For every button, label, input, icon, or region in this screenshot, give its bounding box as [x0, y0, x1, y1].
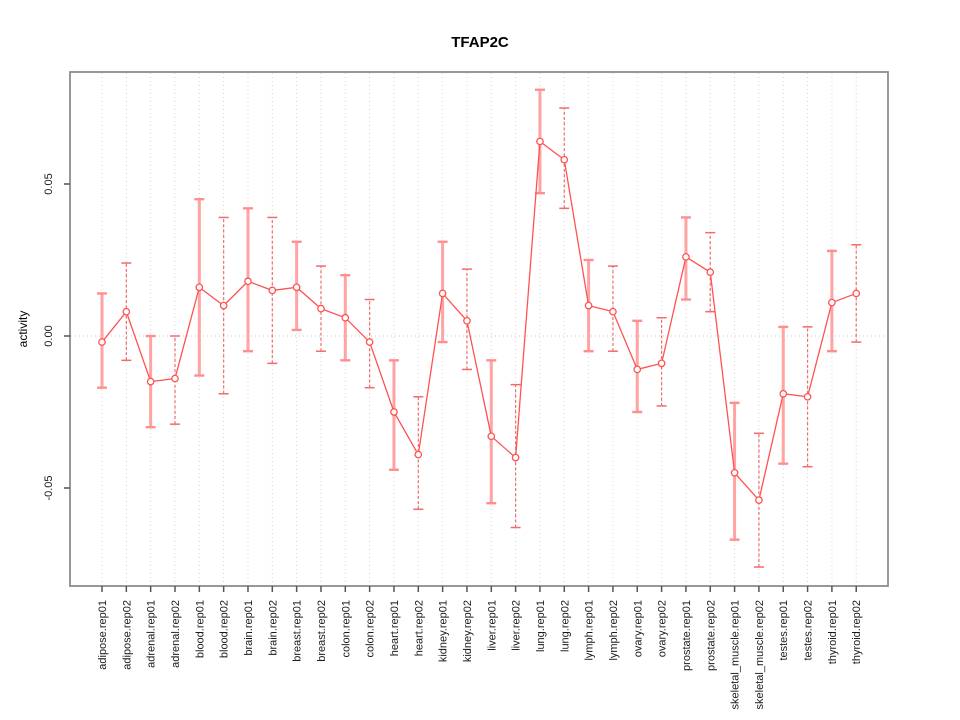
x-tick-label: adipose.rep01 [97, 600, 109, 670]
data-point [98, 338, 106, 346]
x-tick-label: breast.rep01 [292, 600, 304, 662]
x-tick-label: prostate.rep01 [681, 600, 693, 671]
x-tick-label: prostate.rep02 [705, 600, 717, 671]
data-point [779, 389, 788, 398]
data-point [852, 289, 861, 298]
x-tick-label: heart.rep01 [389, 600, 401, 656]
x-tick-label: brain.rep01 [243, 600, 255, 656]
data-point [341, 313, 350, 322]
x-tick-label: lung.rep02 [559, 600, 571, 652]
data-point [122, 307, 131, 316]
x-tick-label: ovary.rep02 [657, 600, 669, 657]
data-point [803, 392, 812, 401]
x-tick-label: blood.rep01 [194, 600, 206, 658]
x-tick-label: ovary.rep01 [632, 600, 644, 657]
data-point [171, 374, 179, 383]
x-tick-label: lymph.rep01 [584, 600, 596, 661]
x-tick-label: testes.rep01 [778, 600, 790, 661]
data-point [146, 377, 155, 386]
data-point [292, 283, 301, 292]
data-point [828, 298, 836, 307]
data-point [682, 253, 690, 261]
plot-border [69, 71, 889, 587]
y-tick-label: 0.00 [43, 325, 55, 346]
data-point [219, 301, 228, 310]
x-tick-label: lymph.rep02 [608, 600, 620, 661]
data-point [584, 301, 593, 310]
data-point [390, 408, 398, 416]
data-point [365, 338, 374, 346]
data-point [609, 307, 617, 316]
x-tick-label: adipose.rep02 [121, 600, 133, 670]
data-point [706, 268, 715, 277]
y-tick-label: -0.05 [43, 475, 55, 500]
x-tick-label: thyroid.rep01 [827, 600, 839, 664]
x-tick-label: kidney.rep02 [462, 600, 474, 662]
data-point [560, 155, 569, 164]
data-point [657, 359, 666, 368]
y-axis-label: activity [16, 311, 30, 348]
x-tick-label: thyroid.rep02 [851, 600, 863, 664]
x-tick-label: liver.rep02 [511, 600, 523, 651]
x-tick-label: testes.rep02 [803, 600, 815, 661]
x-tick-label: heart.rep02 [413, 600, 425, 656]
data-point [414, 450, 423, 459]
data-point [730, 468, 739, 477]
x-tick-label: blood.rep02 [219, 600, 231, 658]
y-tick-label: 0.05 [43, 173, 55, 194]
x-tick-label: colon.rep01 [340, 600, 352, 658]
x-tick-label: adrenal.rep02 [170, 600, 182, 668]
data-point [244, 277, 252, 286]
data-point [755, 496, 763, 505]
data-point [438, 289, 447, 298]
x-tick-label: lung.rep01 [535, 600, 547, 652]
data-point [487, 432, 496, 441]
chart-title: TFAP2C [451, 34, 509, 51]
data-point [633, 365, 642, 374]
data-point [536, 137, 544, 146]
x-tick-label: skeletal_muscle.rep02 [754, 600, 766, 709]
data-point [195, 283, 204, 292]
x-tick-label: brain.rep02 [267, 600, 279, 656]
data-point [463, 316, 471, 325]
series-line [101, 140, 857, 502]
data-point [317, 304, 325, 313]
plot-area: -0.05 0.00 0.05 adipose.rep01 adipose.rep02 a… [43, 71, 889, 709]
x-tick-label: adrenal.rep01 [146, 600, 158, 668]
x-tick-label: colon.rep02 [365, 600, 377, 658]
x-tick-label: kidney.rep01 [438, 600, 450, 662]
x-tick-label: skeletal_muscle.rep01 [730, 600, 742, 709]
x-tick-label: breast.rep02 [316, 600, 328, 662]
x-tick-label: liver.rep01 [486, 600, 498, 651]
data-point [511, 453, 520, 462]
data-point [268, 286, 277, 295]
